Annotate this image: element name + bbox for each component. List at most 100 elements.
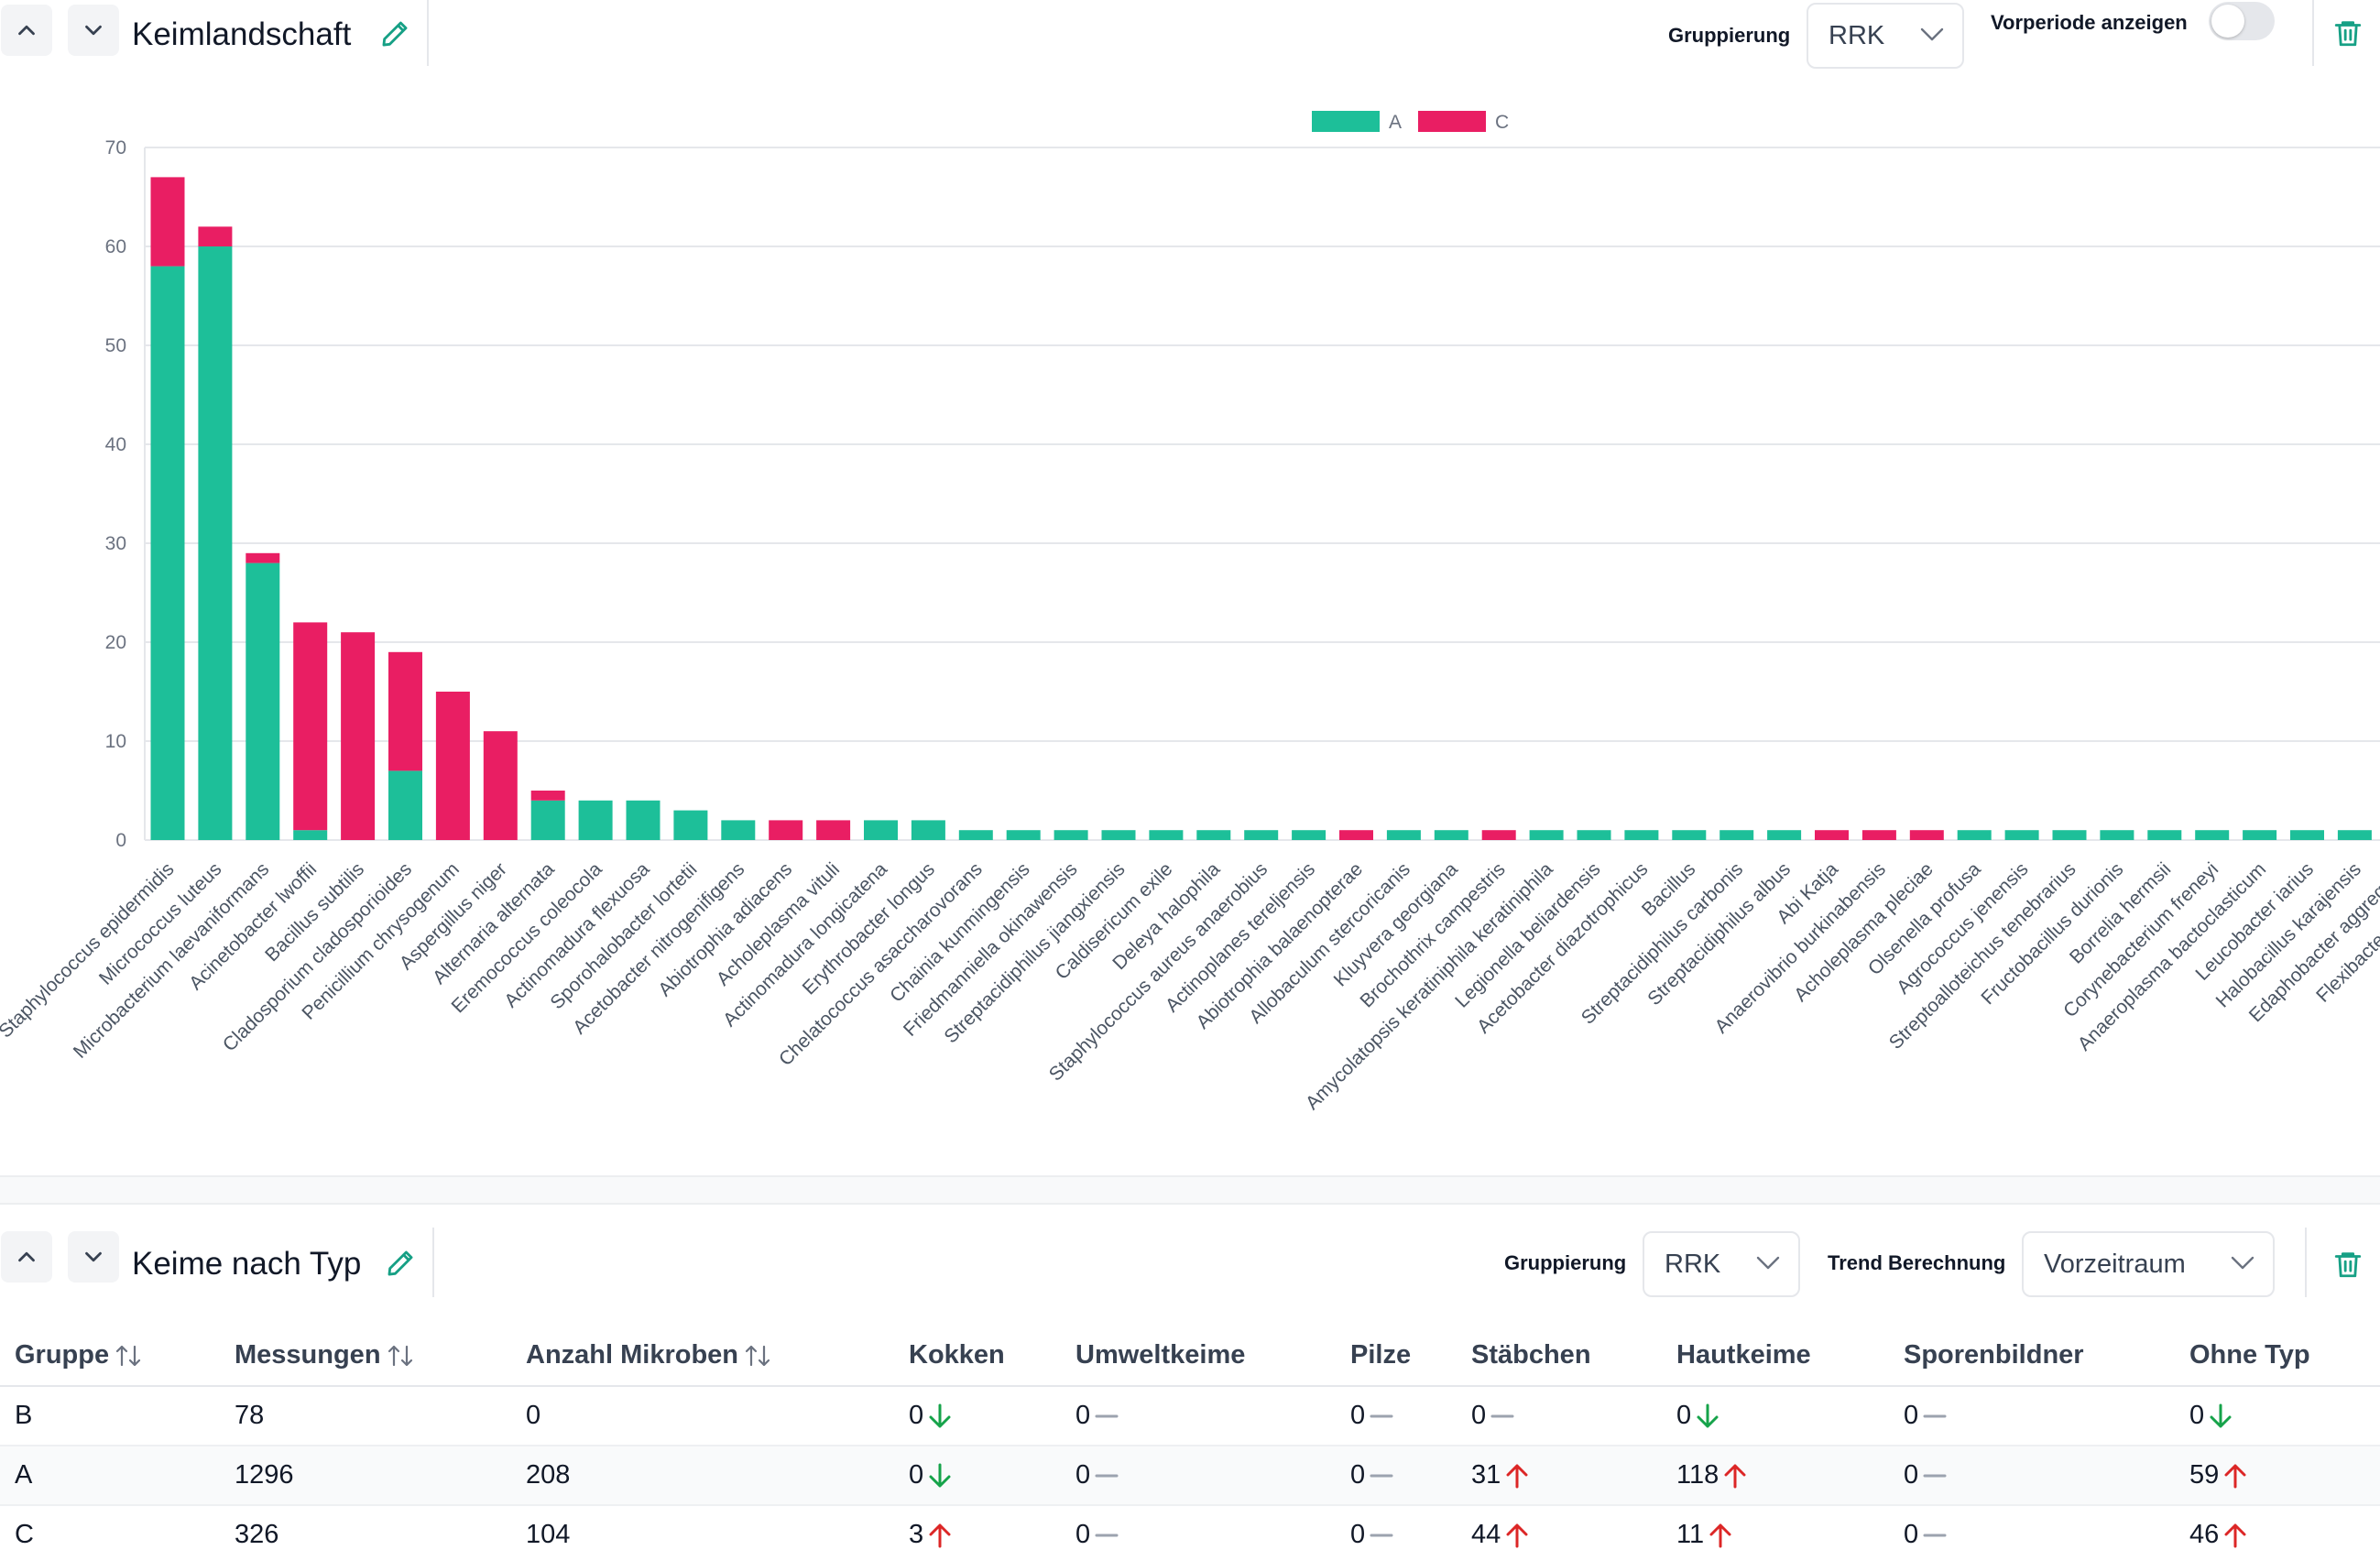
trend-up-arrow-icon (927, 1522, 953, 1549)
caret-down-icon (80, 16, 107, 44)
bar-segment-a (1054, 830, 1088, 840)
cell-value: 0 (1075, 1460, 1091, 1490)
table-cell: A (0, 1446, 220, 1506)
bar-segment-a (530, 800, 565, 840)
cell-value: 1296 (235, 1460, 294, 1490)
bar-segment-c (1815, 830, 1849, 840)
bar-segment-a (2337, 830, 2372, 840)
col-header-anzahl-mikroben[interactable]: Anzahl Mikroben (511, 1326, 894, 1387)
grouping-label: Gruppierung (1668, 24, 1791, 47)
cell-value: 0 (1075, 1520, 1091, 1549)
sort-icon[interactable] (387, 1343, 414, 1369)
chevron-down-icon (1756, 1255, 1780, 1272)
col-header-hautkeime: Hautkeime (1662, 1326, 1889, 1387)
cell-value: 0 (1350, 1520, 1366, 1549)
table-row: A 1296 208 0 0 0 31 118 0 59 (0, 1446, 2380, 1506)
bar-segment-a (293, 830, 328, 840)
grouping-select[interactable]: RRK (1807, 3, 1964, 69)
bar-segment-a (2195, 830, 2230, 840)
col-header-label: Messungen (235, 1340, 381, 1370)
col-header-sporenbildner: Sporenbildner (1889, 1326, 2175, 1387)
trend-flat-dash-icon (1369, 1462, 1394, 1490)
bar-segment-a (1577, 830, 1611, 840)
cell-value: 0 (1676, 1401, 1692, 1430)
header-divider (427, 0, 429, 66)
grouping-label: Gruppierung (1504, 1251, 1627, 1274)
trend-calc-select[interactable]: Vorzeitraum (2022, 1231, 2275, 1297)
table-cell: 0 (1336, 1446, 1457, 1506)
table-cell: 59 (2175, 1446, 2380, 1506)
trend-flat-dash-icon (1369, 1403, 1394, 1430)
table-cell: 46 (2175, 1505, 2380, 1561)
col-header-label: Anzahl Mikroben (526, 1340, 739, 1370)
bar-segment-c (435, 692, 470, 840)
bar-segment-a (911, 820, 945, 840)
bar-segment-c (483, 731, 518, 840)
col-header-umweltkeime: Umweltkeime (1061, 1326, 1336, 1387)
trash-icon[interactable] (2332, 16, 2364, 49)
bar-segment-a (1006, 830, 1041, 840)
table-cell: C (0, 1505, 220, 1561)
table-cell: 118 (1662, 1446, 1889, 1506)
table-cell: 3 (894, 1505, 1061, 1561)
bar-segment-a (1719, 830, 1754, 840)
col-header-label: Gruppe (15, 1340, 110, 1370)
move-up-button[interactable] (1, 1231, 52, 1283)
bar-segment-c (530, 791, 565, 801)
cell-value: 118 (1676, 1460, 1719, 1490)
trend-down-arrow-icon (2208, 1403, 2233, 1430)
cell-value: 31 (1471, 1460, 1501, 1490)
cell-value: 104 (526, 1520, 571, 1549)
x-tick-label: Staphylococcus epidermidis (0, 858, 179, 1042)
table-cell: B (0, 1386, 220, 1446)
cell-value: 3 (909, 1520, 924, 1549)
edit-pencil-icon[interactable] (379, 18, 410, 49)
table-cell: 0 (1889, 1386, 2175, 1446)
bar-segment-a (578, 800, 613, 840)
move-down-button[interactable] (68, 5, 119, 56)
col-header-gruppe[interactable]: Gruppe (0, 1326, 220, 1387)
move-up-button[interactable] (1, 5, 52, 56)
prev-period-toggle[interactable] (2209, 2, 2275, 40)
edit-pencil-icon[interactable] (385, 1248, 416, 1279)
table-cell: 0 (2175, 1386, 2380, 1446)
bar-segment-a (2147, 830, 2182, 840)
y-tick-label: 30 (105, 533, 126, 554)
trend-up-arrow-icon (1708, 1522, 1733, 1549)
trend-calc-select-value: Vorzeitraum (2044, 1250, 2186, 1279)
panel-header-keimlandschaft: Keimlandschaft Gruppierung RRK Vorperiod… (0, 0, 2380, 70)
move-down-button[interactable] (68, 1231, 119, 1283)
grouping-select[interactable]: RRK (1643, 1231, 1800, 1297)
table-cell: 208 (511, 1446, 894, 1506)
table-cell: 0 (1457, 1386, 1662, 1446)
bar-segment-a (1957, 830, 1992, 840)
bar-segment-a (1101, 830, 1136, 840)
bar-segment-a (958, 830, 993, 840)
trash-icon[interactable] (2332, 1248, 2364, 1281)
bar-segment-a (1244, 830, 1279, 840)
bar-segment-c (388, 651, 422, 771)
bar-segment-a (2052, 830, 2087, 840)
col-header-ohne-typ: Ohne Typ (2175, 1326, 2380, 1387)
table-cell: 0 (894, 1446, 1061, 1506)
y-tick-label: 40 (105, 434, 126, 455)
cell-value: 0 (1471, 1401, 1487, 1430)
bar-segment-c (769, 820, 803, 840)
sort-icon[interactable] (744, 1343, 771, 1369)
col-header-pilze: Pilze (1336, 1326, 1457, 1387)
cell-value: 0 (909, 1401, 924, 1430)
sort-icon[interactable] (115, 1343, 142, 1369)
legend-swatch-a (1312, 111, 1380, 132)
bar-segment-a (1149, 830, 1184, 840)
panel-header-keime-nach-typ: Keime nach Typ Gruppierung RRK Trend Ber… (0, 1228, 2380, 1297)
cell-value: 0 (1904, 1401, 1919, 1430)
bar-segment-c (341, 632, 376, 840)
col-header-messungen[interactable]: Messungen (220, 1326, 511, 1387)
cell-value: 46 (2189, 1520, 2220, 1549)
grouping-select-value: RRK (1665, 1250, 1721, 1279)
y-tick-label: 10 (105, 731, 126, 752)
table-cell: 0 (511, 1386, 894, 1446)
table-row: C 326 104 3 0 0 44 11 0 46 (0, 1505, 2380, 1561)
cell-value: 0 (1904, 1520, 1919, 1549)
bar-segment-a (721, 820, 756, 840)
